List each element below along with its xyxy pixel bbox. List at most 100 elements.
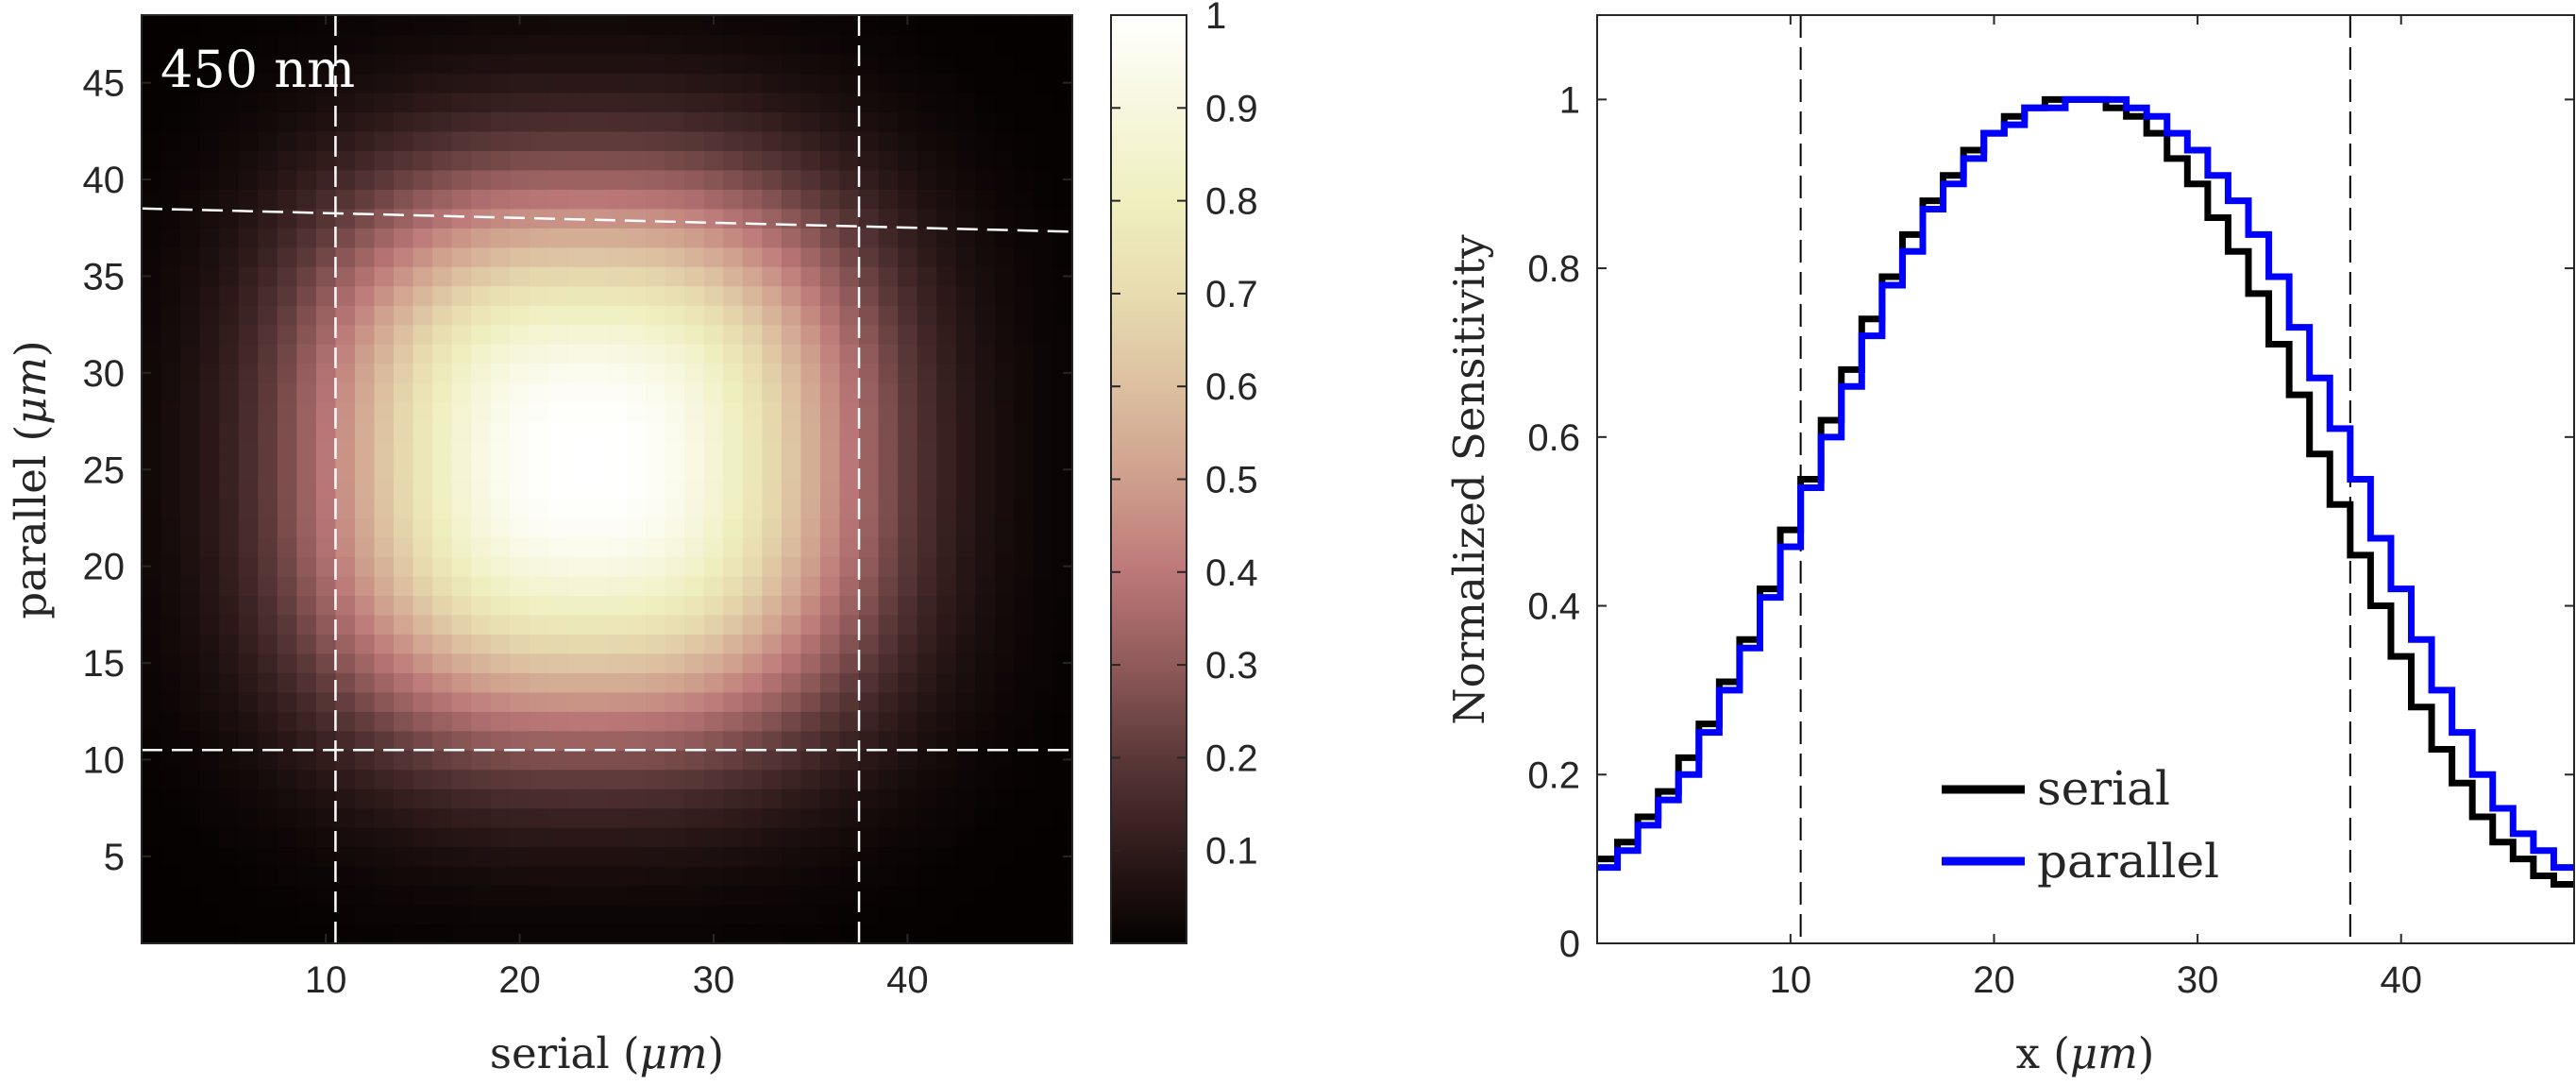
heatmap-cell (975, 672, 996, 693)
heatmap-cell (374, 208, 395, 229)
heatmap-cell (412, 53, 433, 75)
heatmap-cell (412, 924, 433, 943)
heatmap-cell (315, 750, 337, 771)
heatmap-cell (315, 228, 337, 248)
heatmap-cell (394, 653, 414, 673)
heatmap-cell (646, 401, 666, 422)
heatmap-cell (160, 73, 181, 93)
heatmap-cell (142, 905, 162, 925)
heatmap-cell (315, 711, 337, 732)
heatmap-cell (994, 711, 1015, 732)
heatmap-cell (315, 150, 337, 171)
heatmap-cell (180, 595, 201, 616)
heatmap-cell (199, 130, 220, 151)
heatmap-cell (529, 711, 549, 732)
heatmap-cell (510, 169, 530, 190)
heatmap-cell (432, 228, 453, 248)
heatmap-cell (1014, 208, 1035, 229)
heatmap-cell (819, 479, 841, 500)
heatmap-cell (878, 691, 899, 712)
heatmap-cell (955, 653, 976, 673)
heatmap-cell (975, 595, 996, 616)
heatmap-cell (917, 711, 937, 732)
heatmap-cell (160, 595, 181, 616)
heatmap-cell (1014, 266, 1035, 287)
heatmap-cell (626, 536, 647, 558)
heatmap-cell (142, 169, 162, 190)
heatmap-cell (898, 130, 918, 151)
heatmap-cell (878, 846, 899, 867)
heatmap-cell (567, 285, 589, 306)
heatmap-cell (1014, 34, 1035, 55)
heatmap-cell (703, 401, 724, 422)
heatmap-cell (684, 517, 705, 538)
heatmap-cell (587, 866, 608, 887)
heatmap-cell (277, 866, 297, 887)
heatmap-cell (548, 440, 569, 461)
heatmap-cell (567, 246, 589, 267)
colorbar-tick-label: 0.8 (1205, 181, 1258, 223)
heatmap-cell (335, 344, 356, 364)
heatmap-cell (335, 750, 356, 771)
heatmap-cell (626, 169, 647, 190)
heatmap-cell (878, 730, 899, 751)
heatmap-cell (412, 363, 433, 383)
heatmap-cell (975, 885, 996, 906)
heatmap-cell (296, 440, 317, 461)
heatmap-cell (160, 285, 181, 306)
heatmap-cell (936, 324, 957, 345)
heatmap-cell (354, 150, 376, 171)
heatmap-cell (1014, 363, 1035, 383)
heatmap-cell (394, 246, 414, 267)
heatmap-cell (394, 885, 414, 906)
heatmap-cell (607, 440, 628, 461)
heatmap-cell (684, 460, 705, 481)
heatmap-cell (762, 536, 783, 558)
heatmap-cell (878, 556, 899, 577)
heatmap-cell (839, 150, 860, 171)
heatmap-cell (898, 517, 918, 538)
heatmap-cell (762, 34, 783, 55)
heatmap-cell (451, 344, 472, 364)
heatmap-cell (238, 150, 259, 171)
heatmap-cell (510, 479, 530, 500)
heatmap-cell (994, 788, 1015, 809)
heatmap-cell (142, 266, 162, 287)
heatmap-cell (936, 730, 957, 751)
heatmap-cell (762, 498, 783, 519)
heatmap-cell (684, 73, 705, 93)
line-plot-background (1597, 15, 2574, 943)
heatmap-cell (703, 363, 724, 383)
heatmap-cell (626, 885, 647, 906)
heatmap-cell (819, 460, 841, 481)
heatmap-cell (374, 595, 395, 616)
heatmap-cell (819, 885, 841, 906)
heatmap-cell (742, 556, 763, 577)
heatmap-cell (199, 228, 220, 248)
heatmap-cell (1052, 285, 1072, 306)
heatmap-cell (587, 905, 608, 925)
heatmap-cell (936, 788, 957, 809)
heatmap-cell (898, 344, 918, 364)
heatmap-cell (277, 363, 297, 383)
heatmap-cell (665, 634, 685, 654)
heatmap-cell (354, 769, 376, 789)
heatmap-cell (587, 807, 608, 828)
heatmap-cell (394, 769, 414, 789)
heatmap-cell (994, 866, 1015, 887)
heatmap-cell (781, 614, 802, 635)
heatmap-cell (703, 807, 724, 828)
heatmap-cell (354, 807, 376, 828)
heatmap-cell (1052, 691, 1072, 712)
heatmap-cell (742, 498, 763, 519)
heatmap-cell (994, 556, 1015, 577)
heatmap-cell (723, 691, 744, 712)
heatmap-cell (819, 285, 841, 306)
heatmap-cell (1052, 614, 1072, 635)
heatmap-cell (567, 150, 589, 171)
heatmap-cell (374, 421, 395, 442)
heatmap-cell (800, 634, 821, 654)
heatmap-cell (335, 653, 356, 673)
colorbar-tick-label: 0.1 (1205, 831, 1258, 873)
